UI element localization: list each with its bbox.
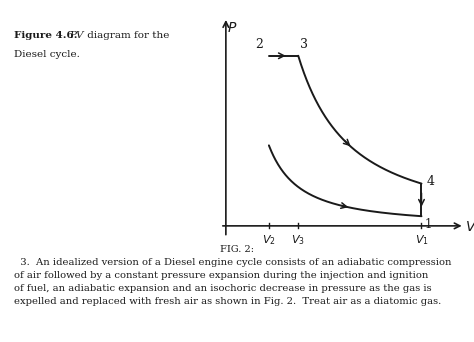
Text: Diesel cycle.: Diesel cycle. <box>14 50 80 58</box>
Text: $V$: $V$ <box>465 220 474 234</box>
Text: $P$: $P$ <box>227 21 237 35</box>
Text: 3: 3 <box>300 38 308 51</box>
Text: $V_2$: $V_2$ <box>262 233 276 247</box>
Text: 3.  An idealized version of a Diesel engine cycle consists of an adiabatic compr: 3. An idealized version of a Diesel engi… <box>14 258 452 306</box>
Text: 1: 1 <box>424 218 432 231</box>
Text: Figure 4.6.: Figure 4.6. <box>14 31 78 40</box>
Text: PV: PV <box>69 31 83 40</box>
Text: FIG. 2:: FIG. 2: <box>220 245 254 253</box>
Text: 4: 4 <box>426 175 434 188</box>
Text: diagram for the: diagram for the <box>84 31 170 40</box>
Text: 2: 2 <box>255 38 263 51</box>
Text: $V_3$: $V_3$ <box>292 233 305 247</box>
Text: $V_1$: $V_1$ <box>415 233 428 247</box>
